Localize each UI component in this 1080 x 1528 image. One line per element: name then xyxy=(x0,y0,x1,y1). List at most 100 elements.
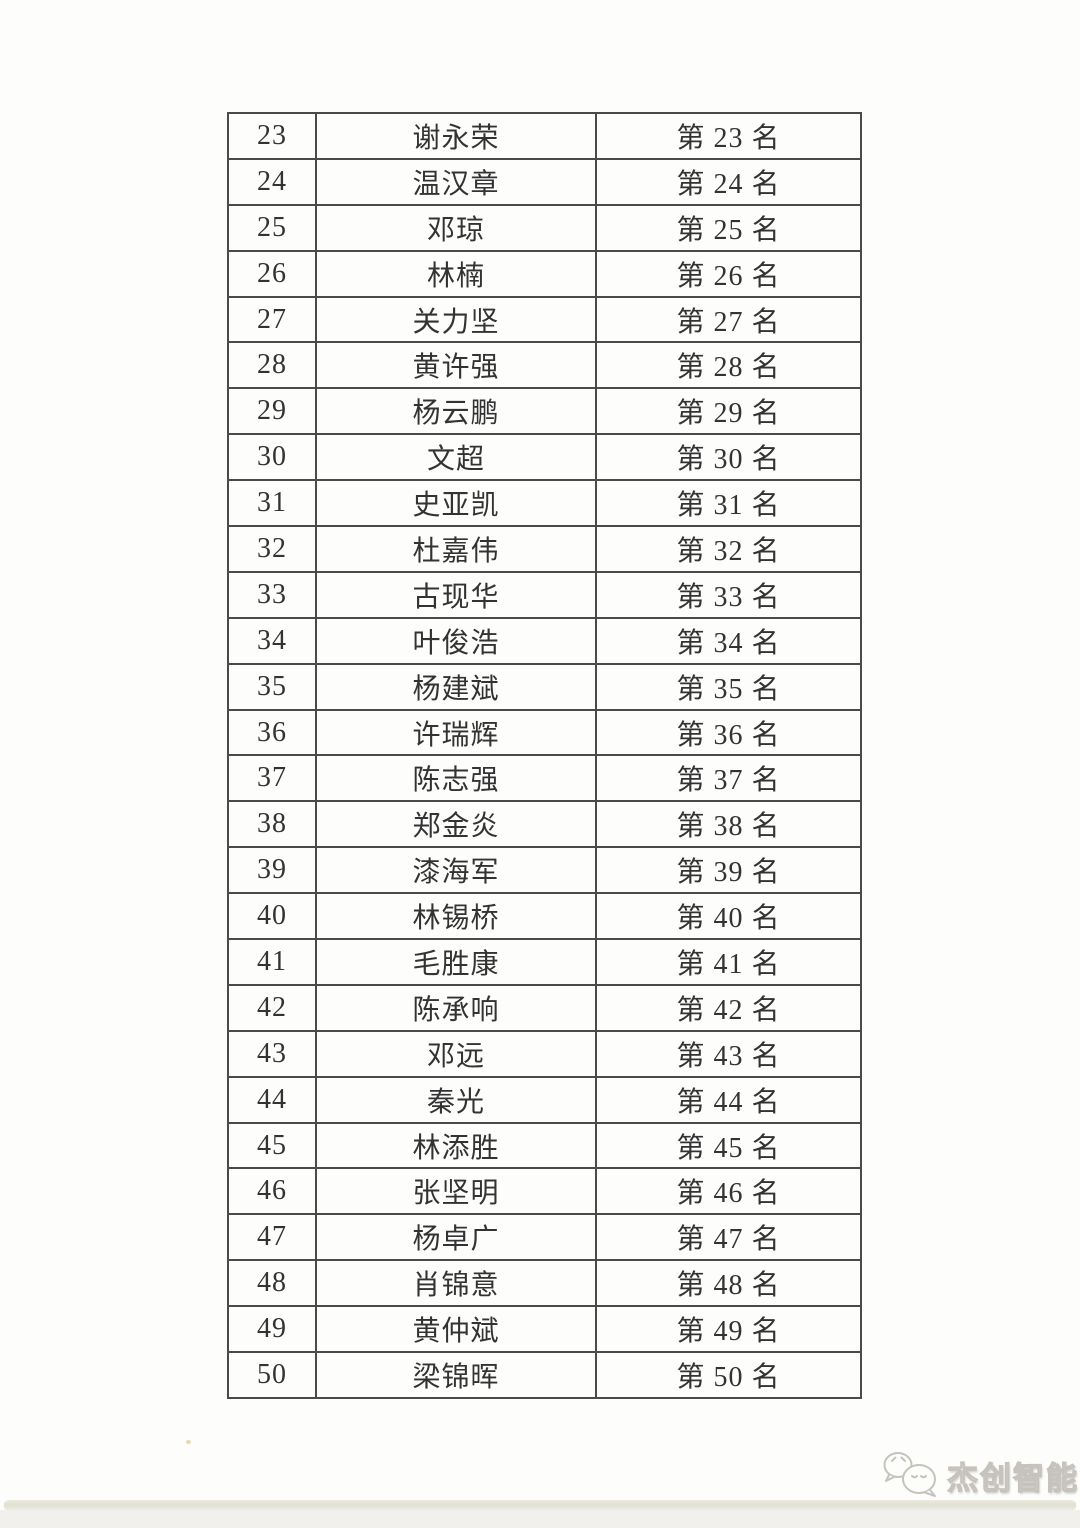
row-rank-cell: 第 40 名 xyxy=(595,892,862,941)
table-row: 25 邓琼 第 25 名 xyxy=(227,203,862,252)
table-row: 42 陈承响 第 42 名 xyxy=(227,983,862,1032)
table-row: 46 张坚明 第 46 名 xyxy=(227,1167,862,1216)
row-rank-cell: 第 43 名 xyxy=(595,1029,862,1078)
row-number-cell: 38 xyxy=(227,800,317,849)
row-name-cell: 叶俊浩 xyxy=(315,616,597,665)
table-row: 38 郑金炎 第 38 名 xyxy=(227,800,862,849)
row-name-cell: 文超 xyxy=(315,433,597,482)
row-name-cell: 梁锦晖 xyxy=(315,1351,597,1399)
row-rank-cell: 第 38 名 xyxy=(595,800,862,849)
row-name-cell: 漆海军 xyxy=(315,846,597,895)
table-row: 29 杨云鹏 第 29 名 xyxy=(227,387,862,436)
table-row: 26 林楠 第 26 名 xyxy=(227,249,862,298)
row-number-cell: 37 xyxy=(227,754,317,803)
row-number-cell: 26 xyxy=(227,249,317,298)
table-row: 28 黄许强 第 28 名 xyxy=(227,341,862,390)
table-row: 35 杨建斌 第 35 名 xyxy=(227,662,862,711)
row-number-cell: 28 xyxy=(227,341,317,390)
row-number-cell: 23 xyxy=(227,112,317,160)
row-rank-cell: 第 28 名 xyxy=(595,341,862,390)
row-name-cell: 温汉章 xyxy=(315,157,597,206)
row-name-cell: 林添胜 xyxy=(315,1121,597,1170)
row-rank-cell: 第 39 名 xyxy=(595,846,862,895)
row-number-cell: 40 xyxy=(227,892,317,941)
row-rank-cell: 第 37 名 xyxy=(595,754,862,803)
row-rank-cell: 第 42 名 xyxy=(595,983,862,1032)
row-name-cell: 杨卓广 xyxy=(315,1213,597,1262)
table-row: 24 温汉章 第 24 名 xyxy=(227,157,862,206)
row-number-cell: 50 xyxy=(227,1351,317,1399)
table-row: 43 邓远 第 43 名 xyxy=(227,1029,862,1078)
row-number-cell: 34 xyxy=(227,616,317,665)
table-row: 34 叶俊浩 第 34 名 xyxy=(227,616,862,665)
row-name-cell: 邓琼 xyxy=(315,203,597,252)
row-name-cell: 杨建斌 xyxy=(315,662,597,711)
row-name-cell: 林锡桥 xyxy=(315,892,597,941)
row-name-cell: 林楠 xyxy=(315,249,597,298)
row-rank-cell: 第 35 名 xyxy=(595,662,862,711)
table-row: 49 黄仲斌 第 49 名 xyxy=(227,1305,862,1354)
row-number-cell: 32 xyxy=(227,525,317,573)
row-name-cell: 谢永荣 xyxy=(315,112,597,160)
row-name-cell: 秦光 xyxy=(315,1075,597,1124)
row-number-cell: 45 xyxy=(227,1121,317,1170)
table-row: 27 关力坚 第 27 名 xyxy=(227,295,862,344)
row-number-cell: 29 xyxy=(227,387,317,436)
row-rank-cell: 第 29 名 xyxy=(595,387,862,436)
paper-speck xyxy=(186,1440,191,1444)
row-number-cell: 43 xyxy=(227,1029,317,1078)
wechat-watermark: 杰创智能 xyxy=(880,1450,1079,1500)
row-number-cell: 39 xyxy=(227,846,317,895)
row-name-cell: 杜嘉伟 xyxy=(315,525,597,573)
table-row: 33 古现华 第 33 名 xyxy=(227,570,862,619)
row-rank-cell: 第 48 名 xyxy=(595,1259,862,1308)
row-number-cell: 36 xyxy=(227,708,317,757)
row-number-cell: 47 xyxy=(227,1213,317,1262)
row-name-cell: 史亚凯 xyxy=(315,479,597,528)
row-rank-cell: 第 32 名 xyxy=(595,525,862,573)
page-bottom-edge xyxy=(4,1500,1076,1511)
table-row: 50 梁锦晖 第 50 名 xyxy=(227,1351,862,1399)
table-row: 40 林锡桥 第 40 名 xyxy=(227,892,862,941)
row-name-cell: 陈志强 xyxy=(315,754,597,803)
row-rank-cell: 第 41 名 xyxy=(595,938,862,986)
row-name-cell: 杨云鹏 xyxy=(315,387,597,436)
row-name-cell: 毛胜康 xyxy=(315,938,597,986)
row-number-cell: 46 xyxy=(227,1167,317,1216)
row-name-cell: 张坚明 xyxy=(315,1167,597,1216)
row-rank-cell: 第 26 名 xyxy=(595,249,862,298)
row-name-cell: 古现华 xyxy=(315,570,597,619)
row-rank-cell: 第 46 名 xyxy=(595,1167,862,1216)
row-number-cell: 31 xyxy=(227,479,317,528)
row-rank-cell: 第 45 名 xyxy=(595,1121,862,1170)
row-name-cell: 黄许强 xyxy=(315,341,597,390)
row-rank-cell: 第 23 名 xyxy=(595,112,862,160)
table-row: 44 秦光 第 44 名 xyxy=(227,1075,862,1124)
row-number-cell: 49 xyxy=(227,1305,317,1354)
row-number-cell: 41 xyxy=(227,938,317,986)
row-rank-cell: 第 33 名 xyxy=(595,570,862,619)
row-name-cell: 黄仲斌 xyxy=(315,1305,597,1354)
row-rank-cell: 第 50 名 xyxy=(595,1351,862,1399)
row-name-cell: 肖锦意 xyxy=(315,1259,597,1308)
row-name-cell: 许瑞辉 xyxy=(315,708,597,757)
row-rank-cell: 第 36 名 xyxy=(595,708,862,757)
row-rank-cell: 第 31 名 xyxy=(595,479,862,528)
table-row: 30 文超 第 30 名 xyxy=(227,433,862,482)
row-number-cell: 35 xyxy=(227,662,317,711)
table-row: 48 肖锦意 第 48 名 xyxy=(227,1259,862,1308)
table-row: 36 许瑞辉 第 36 名 xyxy=(227,708,862,757)
row-number-cell: 24 xyxy=(227,157,317,206)
table-row: 39 漆海军 第 39 名 xyxy=(227,846,862,895)
row-rank-cell: 第 49 名 xyxy=(595,1305,862,1354)
wechat-chat-bubbles-icon xyxy=(883,1452,936,1497)
table-row: 45 林添胜 第 45 名 xyxy=(227,1121,862,1170)
table-row: 32 杜嘉伟 第 32 名 xyxy=(227,525,862,573)
row-number-cell: 42 xyxy=(227,983,317,1032)
row-rank-cell: 第 24 名 xyxy=(595,157,862,206)
row-rank-cell: 第 30 名 xyxy=(595,433,862,482)
row-number-cell: 27 xyxy=(227,295,317,344)
scanner-background xyxy=(0,1510,1080,1528)
row-rank-cell: 第 27 名 xyxy=(595,295,862,344)
